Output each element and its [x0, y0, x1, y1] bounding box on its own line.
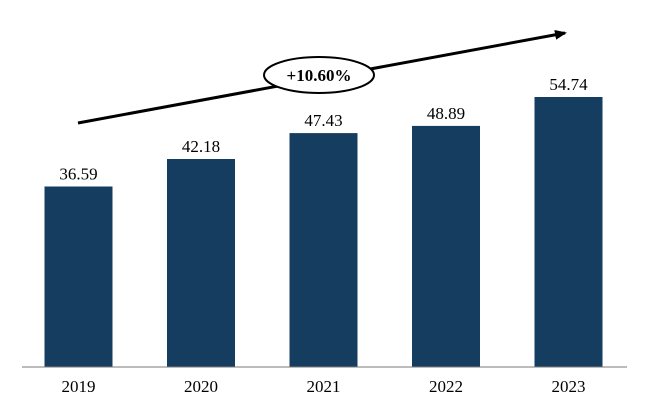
x-tick-label-2021: 2021: [307, 377, 341, 396]
x-tick-label-2019: 2019: [62, 377, 96, 396]
value-label-2020: 42.18: [182, 137, 220, 156]
bar-2020: [167, 159, 235, 367]
value-labels-layer: 36.59 42.18 47.43 48.89 54.74: [59, 75, 588, 184]
bar-2023: [534, 97, 603, 367]
value-label-2021: 47.43: [304, 111, 342, 130]
growth-rate-badge: [263, 56, 375, 94]
bar-2022: [412, 125, 480, 368]
value-label-2019: 36.59: [59, 165, 97, 184]
bar-2019: [44, 186, 113, 367]
bar-2021: [289, 133, 358, 367]
x-tick-labels-layer: 2019 2020 2021 2022 2023: [62, 377, 586, 396]
growth-rate-label: +10.60%: [287, 66, 352, 85]
growth-annotation: +10.60%: [77, 29, 567, 125]
value-label-2023: 54.74: [549, 75, 588, 94]
x-tick-label-2022: 2022: [429, 377, 463, 396]
bars-layer: [44, 97, 603, 368]
x-tick-label-2020: 2020: [184, 377, 218, 396]
value-label-2022: 48.89: [427, 104, 465, 123]
x-tick-label-2023: 2023: [552, 377, 586, 396]
